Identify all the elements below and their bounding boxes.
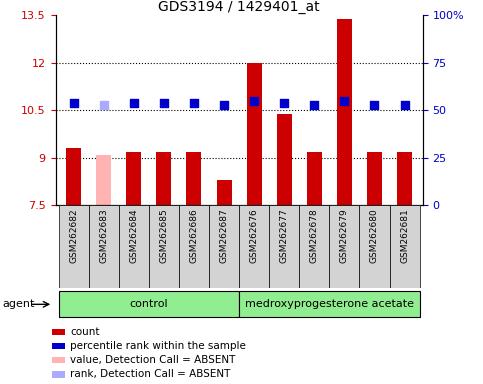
Bar	[149, 205, 179, 288]
Text: rank, Detection Call = ABSENT: rank, Detection Call = ABSENT	[71, 369, 231, 379]
Text: GSM262685: GSM262685	[159, 208, 169, 263]
Bar	[58, 291, 239, 317]
Bar	[66, 149, 81, 205]
Point	[341, 98, 348, 104]
Bar	[359, 205, 389, 288]
Bar	[186, 152, 201, 205]
Text: GSM262676: GSM262676	[250, 208, 258, 263]
Text: GSM262677: GSM262677	[280, 208, 289, 263]
Text: medroxyprogesterone acetate: medroxyprogesterone acetate	[245, 299, 414, 309]
Bar	[156, 152, 171, 205]
Text: count: count	[71, 327, 100, 337]
Point	[190, 100, 198, 106]
Bar	[52, 343, 65, 349]
Text: control: control	[129, 299, 168, 309]
Bar	[277, 114, 292, 205]
Point	[130, 100, 138, 106]
Text: GSM262684: GSM262684	[129, 208, 138, 263]
Bar	[52, 371, 65, 378]
Point	[311, 102, 318, 108]
Point	[160, 100, 168, 106]
Bar	[96, 155, 111, 205]
Bar	[89, 205, 119, 288]
Point	[100, 102, 108, 108]
Bar	[58, 205, 89, 288]
Text: percentile rank within the sample: percentile rank within the sample	[71, 341, 246, 351]
Point	[220, 102, 228, 108]
Text: GSM262681: GSM262681	[400, 208, 409, 263]
Bar	[337, 18, 352, 205]
Bar	[179, 205, 209, 288]
Text: GSM262687: GSM262687	[220, 208, 228, 263]
Bar	[52, 329, 65, 335]
Text: GSM262680: GSM262680	[370, 208, 379, 263]
Point	[401, 102, 409, 108]
Text: agent: agent	[2, 299, 35, 310]
Bar	[216, 180, 231, 205]
Bar	[239, 291, 420, 317]
Bar	[307, 152, 322, 205]
Bar	[239, 205, 269, 288]
Text: value, Detection Call = ABSENT: value, Detection Call = ABSENT	[71, 355, 236, 365]
Point	[70, 100, 77, 106]
Bar	[269, 205, 299, 288]
Point	[280, 100, 288, 106]
Text: GSM262683: GSM262683	[99, 208, 108, 263]
Title: GDS3194 / 1429401_at: GDS3194 / 1429401_at	[158, 0, 320, 14]
Text: GSM262678: GSM262678	[310, 208, 319, 263]
Bar	[299, 205, 329, 288]
Bar	[209, 205, 239, 288]
Text: GSM262682: GSM262682	[69, 208, 78, 263]
Bar	[397, 152, 412, 205]
Text: GSM262679: GSM262679	[340, 208, 349, 263]
Point	[250, 98, 258, 104]
Bar	[52, 357, 65, 363]
Bar	[329, 205, 359, 288]
Point	[370, 102, 378, 108]
Bar	[367, 152, 382, 205]
Bar	[126, 152, 142, 205]
Text: GSM262686: GSM262686	[189, 208, 199, 263]
Bar	[119, 205, 149, 288]
Bar	[247, 63, 262, 205]
Bar	[389, 205, 420, 288]
